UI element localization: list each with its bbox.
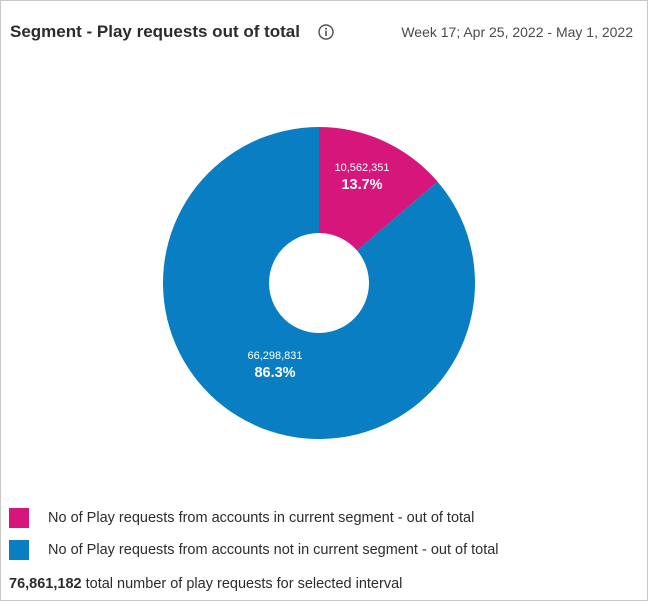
legend-swatch-in-segment <box>9 508 29 528</box>
legend-item-not-in-segment[interactable]: No of Play requests from accounts not in… <box>9 540 637 560</box>
donut-chart: 10,562,351 13.7% 66,298,831 86.3% <box>1 1 648 471</box>
chart-title: Segment - Play requests out of total <box>10 22 300 41</box>
legend-label-in-segment: No of Play requests from accounts in cur… <box>48 510 475 526</box>
donut-slices <box>162 127 475 439</box>
donut-slice-in-segment[interactable] <box>319 127 438 251</box>
donut-chart-svg: 10,562,351 13.7% 66,298,831 86.3% <box>162 127 475 439</box>
legend-label-not-in-segment: No of Play requests from accounts not in… <box>48 542 499 558</box>
total-description: total number of play requests for select… <box>85 576 403 592</box>
chart-legend: No of Play requests from accounts in cur… <box>9 508 637 572</box>
legend-swatch-not-in-segment <box>9 540 29 560</box>
slice-percent-label: 86.3% <box>254 365 295 381</box>
slice-percent-label: 13.7% <box>341 177 382 193</box>
donut-slice-not-in-segment[interactable] <box>162 127 475 439</box>
slice-value-label: 66,298,831 <box>247 350 302 362</box>
donut-labels: 10,562,351 13.7% 66,298,831 86.3% <box>247 162 389 381</box>
info-icon[interactable] <box>318 24 334 40</box>
total-value: 76,861,182 <box>9 576 82 592</box>
legend-item-in-segment[interactable]: No of Play requests from accounts in cur… <box>9 508 637 528</box>
slice-value-label: 10,562,351 <box>334 162 389 174</box>
total-summary: 76,861,182 total number of play requests… <box>9 576 402 592</box>
chart-header: Segment - Play requests out of total Wee… <box>10 19 633 45</box>
date-range: Week 17; Apr 25, 2022 - May 1, 2022 <box>401 24 633 40</box>
